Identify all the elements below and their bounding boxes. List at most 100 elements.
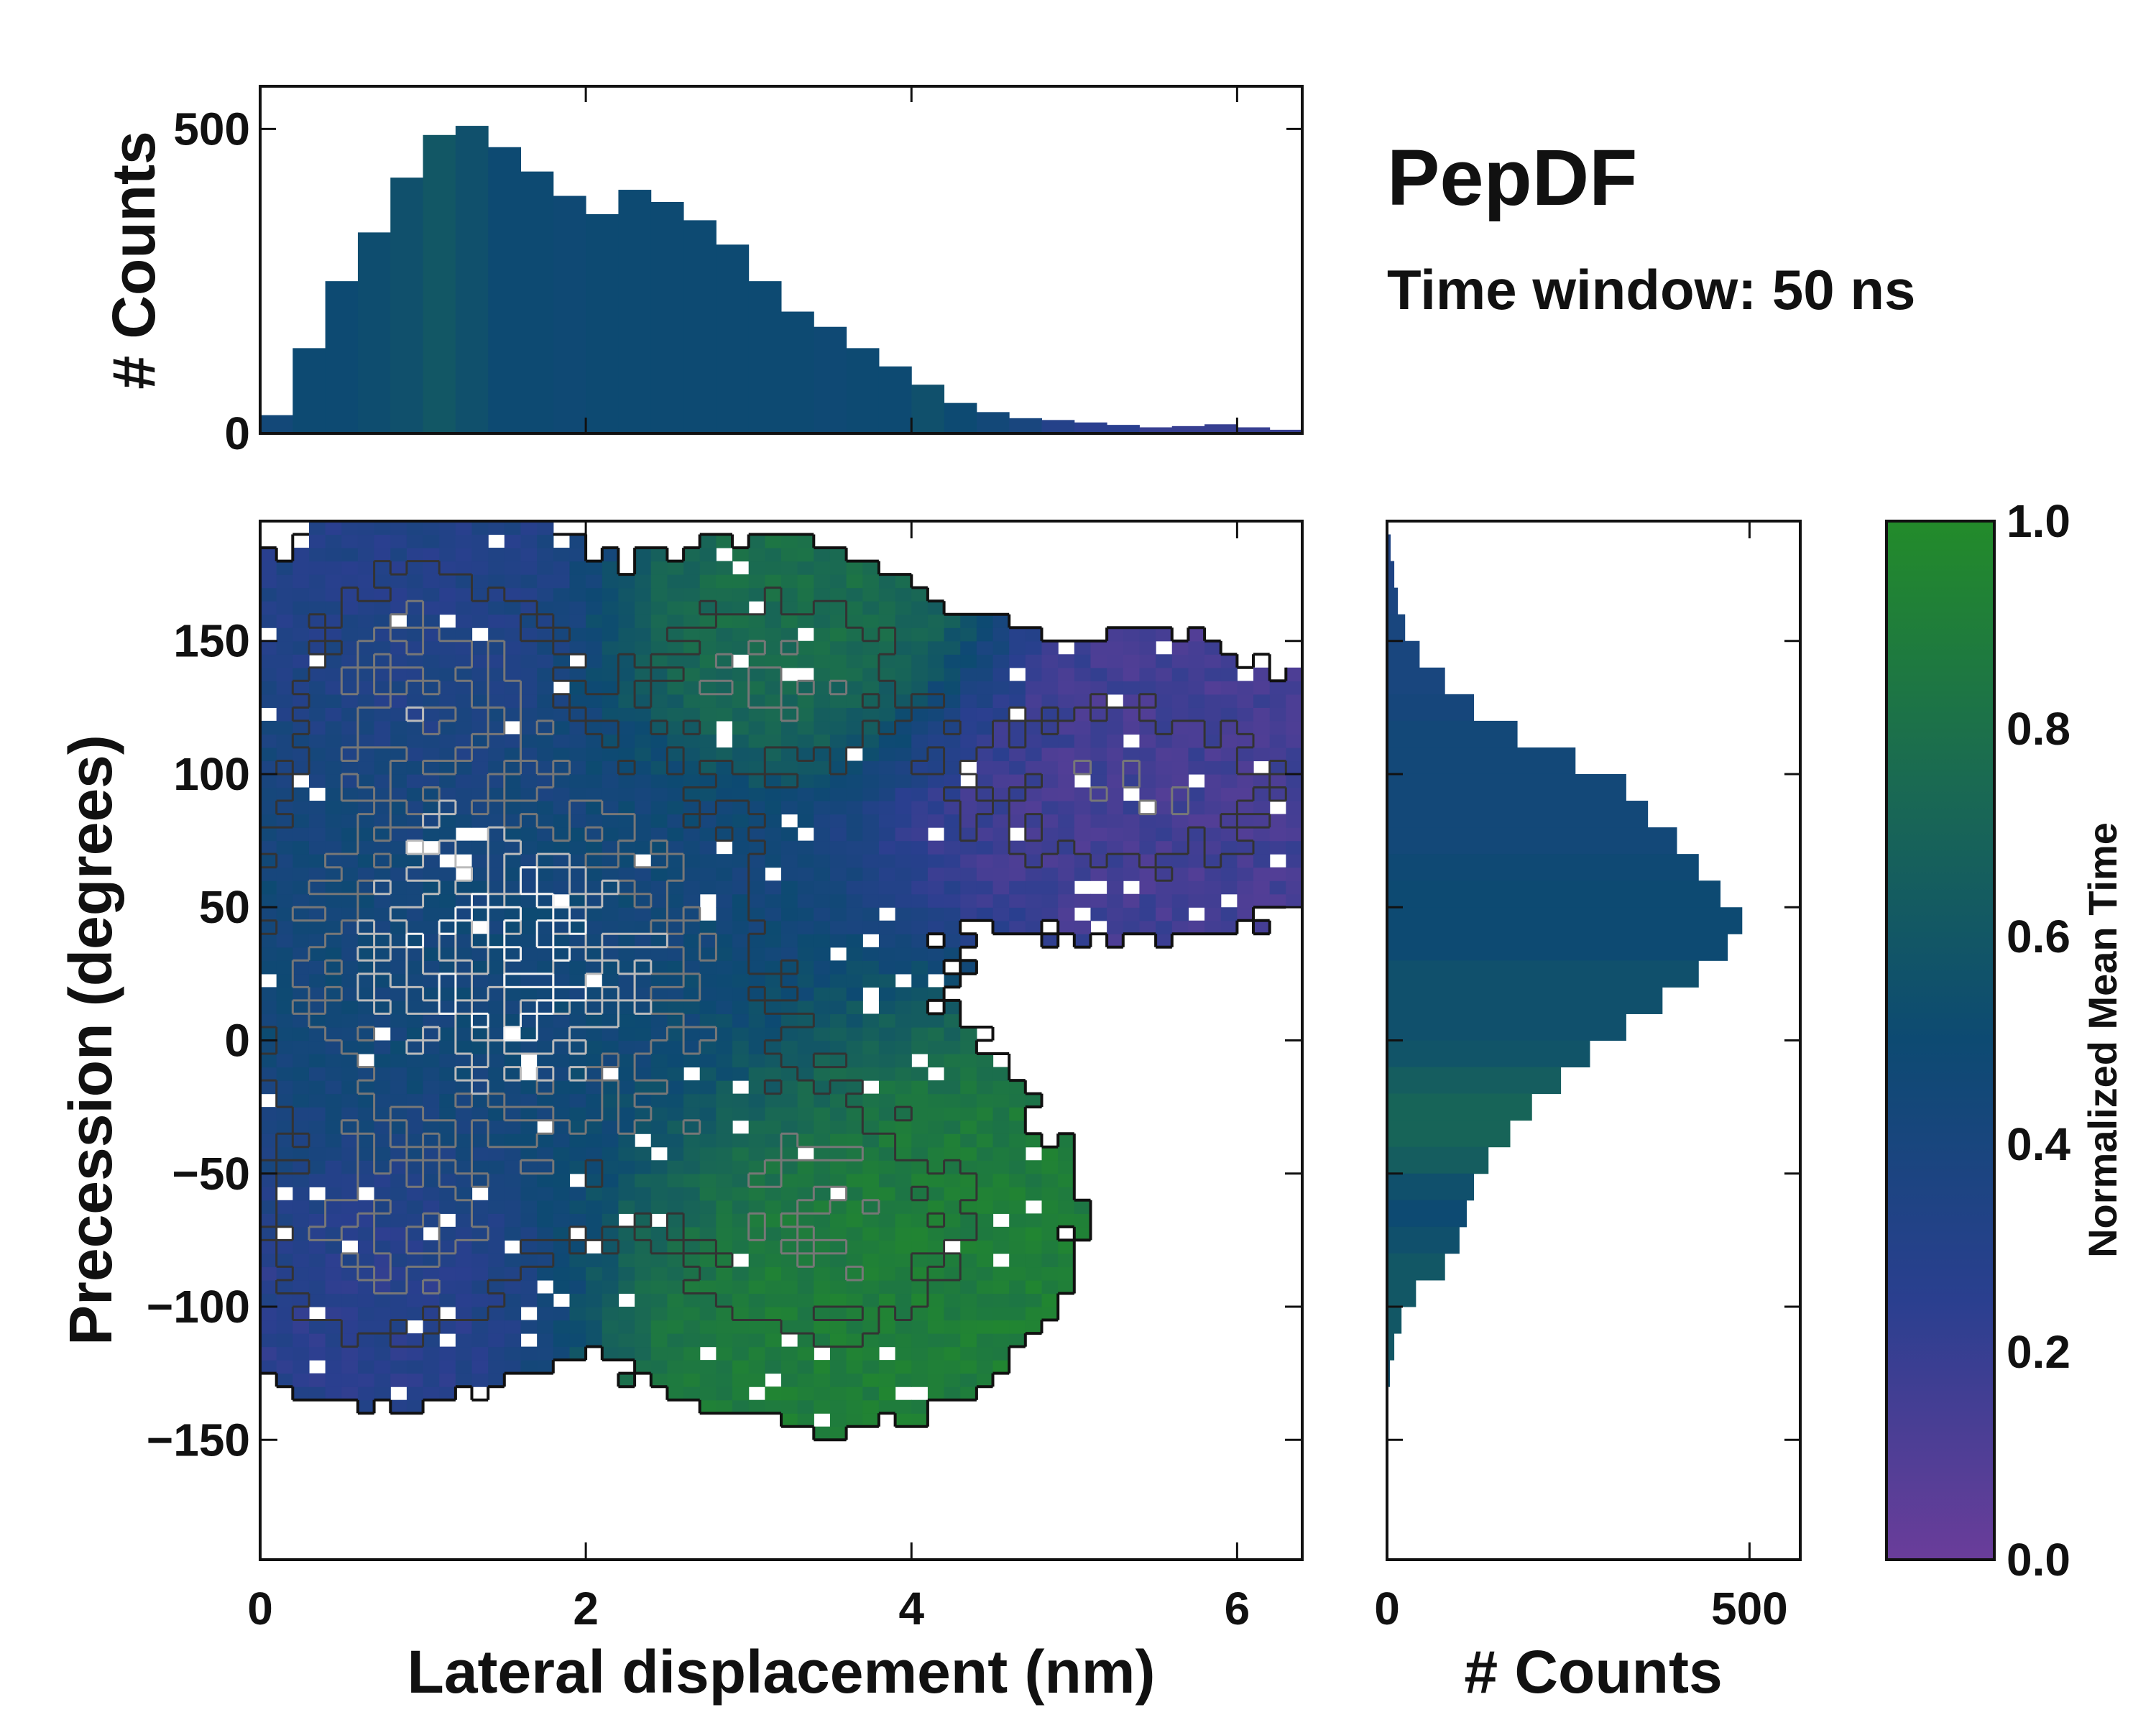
heatmap-cell [814,1426,831,1440]
heatmap-cell [699,1293,717,1307]
heatmap-cell [292,760,310,775]
heatmap-cell [439,1373,456,1387]
heatmap-cell [406,893,424,908]
heatmap-cell [944,614,961,628]
heatmap-cell [716,907,733,921]
heatmap-cell [1058,681,1075,695]
heatmap-cell [537,574,554,589]
heatmap-cell [797,601,814,615]
heatmap-cell [1074,707,1092,722]
heatmap-cell [1009,893,1026,908]
heatmap-cell [650,1307,668,1321]
heatmap-cell [276,801,293,815]
heatmap-cell [276,1320,293,1334]
heatmap-cell [927,1080,945,1095]
heatmap-cell [1220,801,1238,815]
heatmap-cell [846,1399,863,1414]
heatmap-cell [423,587,440,602]
heatmap-cell [797,947,814,961]
heatmap-cell [439,920,456,934]
heatmap-cell [488,694,505,708]
y-histogram-bar [1387,1279,1416,1307]
heatmap-cell [878,893,896,908]
heatmap-cell [325,1054,342,1068]
heatmap-cell [1009,1293,1026,1307]
heatmap-cell [846,854,863,868]
heatmap-cell [537,854,554,868]
heatmap-cell [716,1399,733,1414]
heatmap-cell [276,1120,293,1134]
heatmap-ytick-label: 100 [173,748,250,800]
heatmap-cell [878,1173,896,1187]
heatmap-cell [276,987,293,1001]
y-histogram-bar [1387,1226,1460,1254]
heatmap-cell [390,521,407,535]
heatmap-cell [276,1240,293,1254]
heatmap-cell [504,747,522,762]
heatmap-cell [390,1360,407,1374]
y-histogram-bar [1387,1200,1467,1228]
heatmap-cell [471,548,489,562]
heatmap-cell [635,667,652,681]
heatmap-cell [911,973,929,988]
heatmap-cell [488,934,505,948]
heatmap-cell [1090,827,1107,842]
heatmap-cell [569,694,586,708]
heatmap-cell [1058,1173,1075,1187]
heatmap-cell [992,1279,1010,1294]
heatmap-cell [618,1054,635,1068]
heatmap-cell [374,1226,391,1241]
heatmap-cell [699,1360,717,1374]
heatmap-cell [488,787,505,801]
heatmap-cell [1025,1240,1043,1254]
heatmap-cell [390,1146,407,1161]
heatmap-cell [635,840,652,855]
heatmap-cell [455,973,473,988]
heatmap-cell [553,1346,571,1361]
heatmap-cell [716,1226,733,1241]
heatmap-cell [308,907,326,921]
heatmap-cell [308,1040,326,1054]
heatmap-cell [1041,1240,1059,1254]
heatmap-cell [1269,734,1286,748]
heatmap-cell [1074,720,1092,735]
heatmap-cell [341,1093,359,1108]
heatmap-cell [488,1226,505,1241]
heatmap-cell [667,614,684,628]
heatmap-cell [992,1187,1010,1201]
heatmap-cell [911,1200,929,1214]
x-histogram-bar [716,244,750,433]
heatmap-cell [895,1026,912,1041]
heatmap-cell [1009,1240,1026,1254]
heatmap-cell [944,814,961,828]
heatmap-cell [390,681,407,695]
heatmap-cell [797,1120,814,1134]
heatmap-cell [878,1293,896,1307]
heatmap-cell [471,907,489,921]
heatmap-cell [732,854,750,868]
heatmap-cell [553,1200,571,1214]
heatmap-cell [911,1266,929,1281]
heatmap-cell [488,907,505,921]
heatmap-cell [748,1067,765,1081]
heatmap-cell [260,1266,277,1281]
heatmap-cell [1041,893,1059,908]
heatmap-cell [895,1346,912,1361]
heatmap-cell [650,934,668,948]
heatmap-cell [1188,734,1205,748]
heatmap-cell [553,1307,571,1321]
heatmap-cell [586,1040,603,1054]
heatmap-cell [878,1386,896,1401]
heatmap-cell [683,920,701,934]
heatmap-cell [650,867,668,881]
heatmap-cell [829,548,847,562]
heatmap-cell [586,1160,603,1174]
heatmap-cell [504,801,522,815]
heatmap-cell [635,681,652,695]
heatmap-cell [683,1213,701,1228]
heatmap-cell [1058,747,1075,762]
heatmap-cell [1058,801,1075,815]
heatmap-cell [895,1307,912,1321]
heatmap-cell [911,814,929,828]
heatmap-cell [814,1213,831,1228]
